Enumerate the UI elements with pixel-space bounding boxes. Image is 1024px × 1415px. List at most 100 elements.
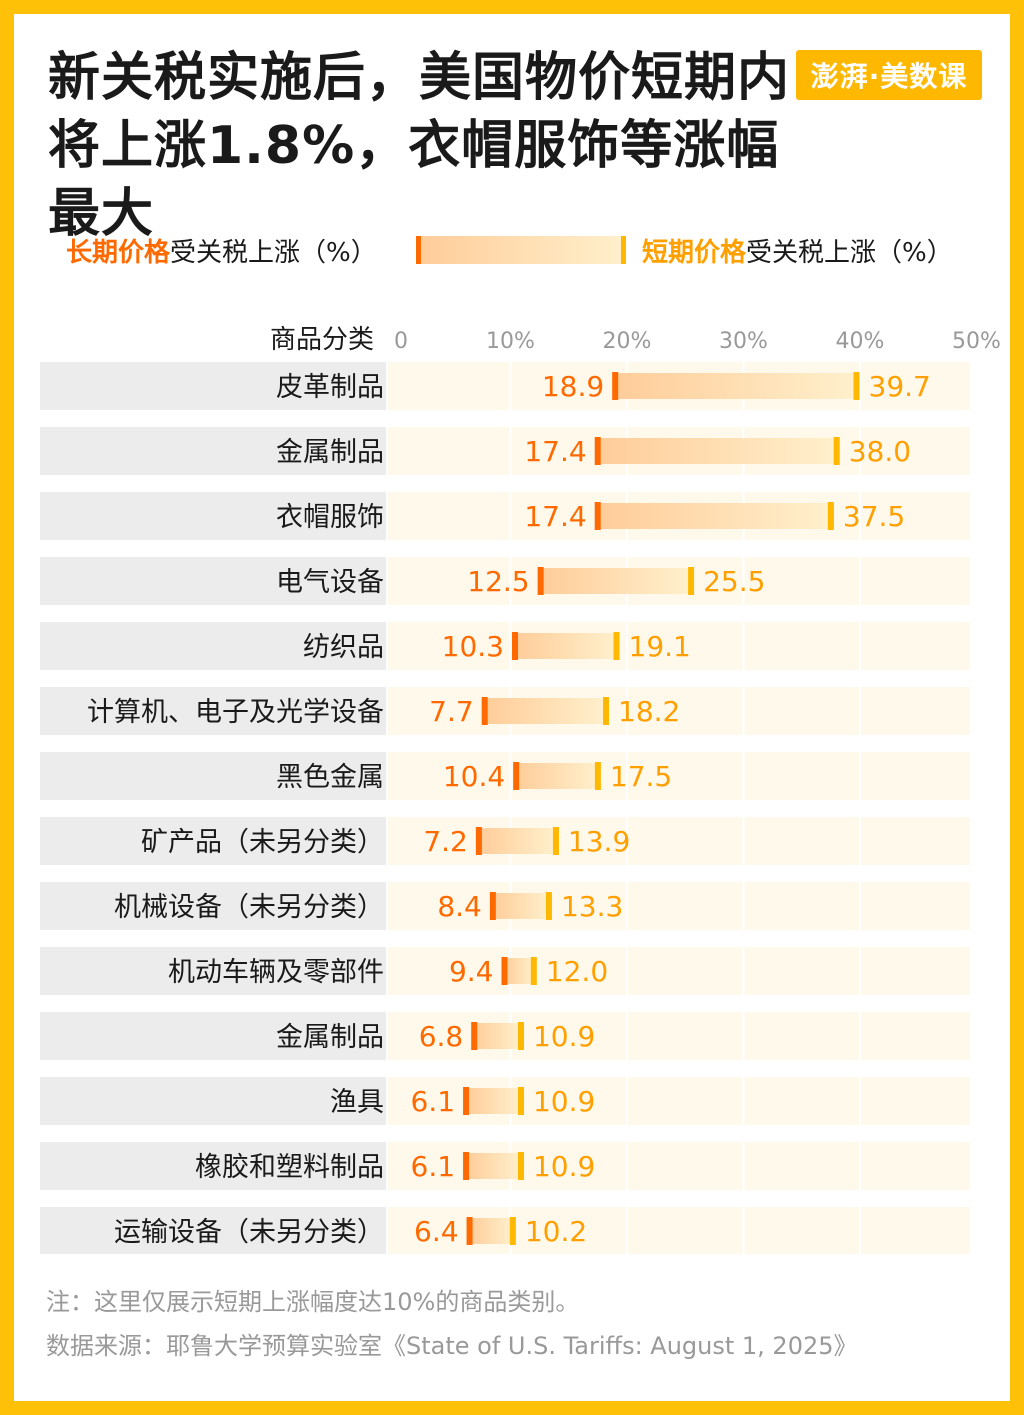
- range-bar: [515, 763, 598, 789]
- short-value-label: 38.0: [849, 435, 911, 468]
- category-header: 商品分类: [270, 325, 374, 355]
- long-value-label: 6.1: [411, 1085, 456, 1118]
- legend-short-em: 短期价格: [642, 238, 747, 268]
- row-plot-bg: [388, 752, 970, 800]
- short-value-label: 37.5: [843, 500, 905, 533]
- category-label: 计算机、电子及光学设备: [87, 697, 384, 728]
- category-label: 黑色金属: [276, 762, 384, 793]
- page-title: 新关税实施后，美国物价短期内将上涨1.8%，衣帽服饰等涨幅最大: [48, 48, 791, 244]
- x-tick-label: 20%: [603, 329, 652, 354]
- long-marker: [481, 697, 488, 725]
- short-value-label: 10.2: [525, 1215, 587, 1248]
- range-bar: [596, 503, 831, 529]
- range-bar: [503, 958, 534, 984]
- short-marker: [552, 827, 559, 855]
- row-label-bg: [40, 1207, 386, 1254]
- legend-short: 短期价格受关税上涨（%）: [642, 232, 953, 269]
- long-marker: [537, 567, 544, 595]
- short-value-label: 12.0: [546, 955, 608, 988]
- long-marker: [466, 1217, 473, 1245]
- x-tick-label: 10%: [486, 329, 535, 354]
- short-value-label: 13.3: [561, 890, 623, 923]
- short-marker: [833, 437, 840, 465]
- row-label-bg: [40, 622, 386, 670]
- long-value-label: 6.8: [419, 1020, 464, 1053]
- short-marker: [603, 697, 610, 725]
- x-tick-label: 30%: [719, 329, 768, 354]
- category-label: 金属制品: [276, 1022, 384, 1053]
- long-marker: [489, 892, 496, 920]
- brand-logo: 澎湃·美数课: [796, 50, 982, 100]
- long-marker: [594, 502, 601, 530]
- short-value-label: 13.9: [568, 825, 630, 858]
- category-label: 运输设备（未另分类）: [114, 1217, 384, 1248]
- long-value-label: 6.1: [411, 1150, 456, 1183]
- long-value-label: 17.4: [524, 500, 586, 533]
- row-label-bg: [40, 1077, 386, 1125]
- range-bar: [491, 893, 549, 919]
- infographic-card: 新关税实施后，美国物价短期内将上涨1.8%，衣帽服饰等涨幅最大 澎湃·美数课 长…: [14, 14, 1010, 1401]
- long-marker: [471, 1022, 478, 1050]
- range-bar: [465, 1153, 521, 1179]
- category-label: 渔具: [330, 1087, 384, 1118]
- short-value-label: 10.9: [533, 1020, 595, 1053]
- row-label-bg: [40, 752, 386, 800]
- long-marker: [594, 437, 601, 465]
- short-value-label: 19.1: [629, 630, 691, 663]
- short-marker: [827, 502, 834, 530]
- long-marker: [612, 372, 619, 400]
- category-label: 电气设备: [276, 567, 384, 598]
- range-bar: [483, 698, 607, 724]
- row-plot-bg: [388, 817, 970, 865]
- long-value-label: 7.7: [429, 695, 474, 728]
- long-marker: [463, 1152, 470, 1180]
- range-bar: [465, 1088, 521, 1114]
- long-value-label: 17.4: [524, 435, 586, 468]
- long-marker: [501, 957, 508, 985]
- short-marker: [517, 1022, 524, 1050]
- x-tick-label: 0: [394, 329, 408, 354]
- short-marker: [853, 372, 860, 400]
- row-plot-bg: [388, 622, 970, 670]
- range-bar: [596, 438, 837, 464]
- row-label-bg: [40, 947, 386, 995]
- long-value-label: 10.3: [442, 630, 504, 663]
- category-label: 金属制品: [276, 437, 384, 468]
- range-bar: [473, 1023, 521, 1049]
- x-tick-label: 50%: [952, 329, 1001, 354]
- range-bar: [513, 633, 617, 659]
- short-value-label: 17.5: [610, 760, 672, 793]
- row-label-bg: [40, 362, 386, 410]
- category-label: 衣帽服饰: [276, 502, 384, 533]
- row-label-bg: [40, 492, 386, 540]
- short-value-label: 10.9: [533, 1150, 595, 1183]
- legend-long-rest: 受关税上涨（%）: [170, 238, 377, 268]
- category-label: 机械设备（未另分类）: [114, 892, 384, 923]
- legend-long-em: 长期价格: [66, 238, 171, 268]
- footnote: 注：这里仅展示短期上涨幅度达10%的商品类别。: [46, 1288, 580, 1316]
- row-plot-bg: [388, 947, 970, 995]
- short-marker: [530, 957, 537, 985]
- category-label: 橡胶和塑料制品: [195, 1152, 384, 1183]
- long-value-label: 12.5: [467, 565, 529, 598]
- category-label: 机动车辆及零部件: [168, 957, 384, 988]
- row-label-bg: [40, 817, 386, 865]
- short-value-label: 39.7: [869, 370, 931, 403]
- x-tick-label: 40%: [836, 329, 885, 354]
- long-marker: [511, 632, 518, 660]
- short-marker: [594, 762, 601, 790]
- legend-short-rest: 受关税上涨（%）: [746, 238, 953, 268]
- long-marker: [475, 827, 482, 855]
- long-value-label: 7.2: [423, 825, 468, 858]
- range-bar: [477, 828, 556, 854]
- category-label: 纺织品: [303, 632, 384, 663]
- bar-chart: 商品分类 0 10% 20% 30% 40% 50% 皮革制品 18.9 39.7 金属制品 17.4…: [40, 325, 1001, 1254]
- row-plot-bg: [388, 882, 970, 930]
- short-marker: [517, 1087, 524, 1115]
- data-source: 数据来源：耶鲁大学预算实验室《State of U.S. Tariffs: Au…: [46, 1332, 858, 1360]
- short-marker: [509, 1217, 516, 1245]
- long-value-label: 6.4: [414, 1215, 459, 1248]
- category-label: 皮革制品: [276, 372, 384, 403]
- row-label-bg: [40, 557, 386, 605]
- range-bar: [614, 373, 857, 399]
